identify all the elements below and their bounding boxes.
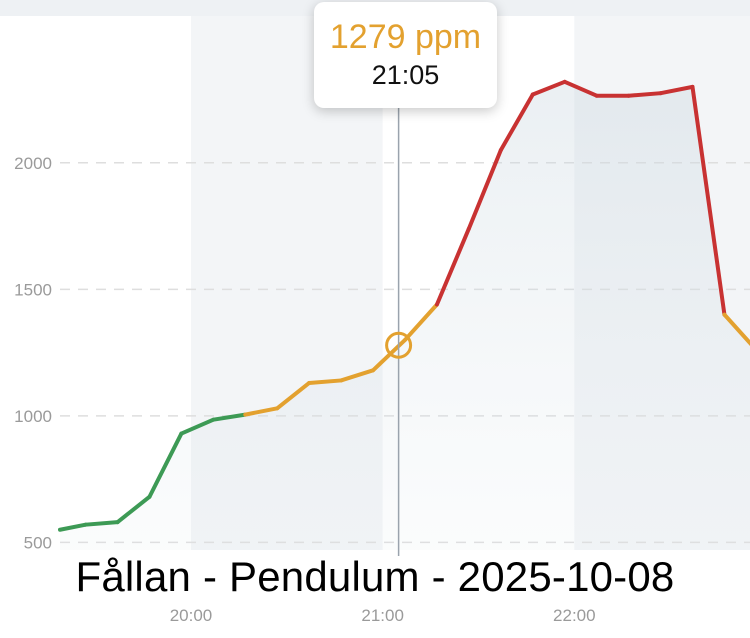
series-segment-6 [211,412,248,422]
chart-title: Fållan - Pendulum - 2025-10-08 [75,553,675,600]
series-segment-16 [530,79,567,97]
series-segment-11 [371,337,407,373]
series-segment-1 [58,522,88,532]
series-segment-9 [307,378,344,385]
series-segment-20 [658,84,695,96]
series-segment-3 [115,494,152,525]
series-segment-13 [434,226,471,307]
series-segment-21 [690,84,727,317]
series-segment-4 [147,431,184,499]
series-segment-5 [179,417,216,436]
series-segment-2 [83,520,120,527]
series-segment-19 [626,91,663,98]
series-segment-7 [243,406,280,417]
highlight-marker[interactable] [385,331,413,359]
series-segment-10 [339,368,376,383]
y-tick-label-2000: 2000 [14,154,52,173]
y-tick-label-1500: 1500 [14,280,52,299]
series-segment-17 [562,79,599,98]
series-segment-8 [275,380,312,411]
tooltip-value: 1279 ppm [329,18,482,56]
x-tick-label-2100: 21:00 [361,606,404,625]
series-segment-22 [722,312,750,346]
area-fill [60,81,750,550]
tooltip-time: 21:05 [371,60,440,90]
series-segment-12 [403,302,439,342]
series-segment-15 [498,92,535,153]
series-segment-14 [466,148,503,231]
x-tick-label-2000: 20:00 [170,606,213,625]
x-tick-label-2200: 22:00 [553,606,596,625]
y-tick-label-500: 500 [24,533,52,552]
value-tooltip: 1279 ppm 21:05 [314,2,497,108]
y-tick-label-1000: 1000 [14,407,52,426]
